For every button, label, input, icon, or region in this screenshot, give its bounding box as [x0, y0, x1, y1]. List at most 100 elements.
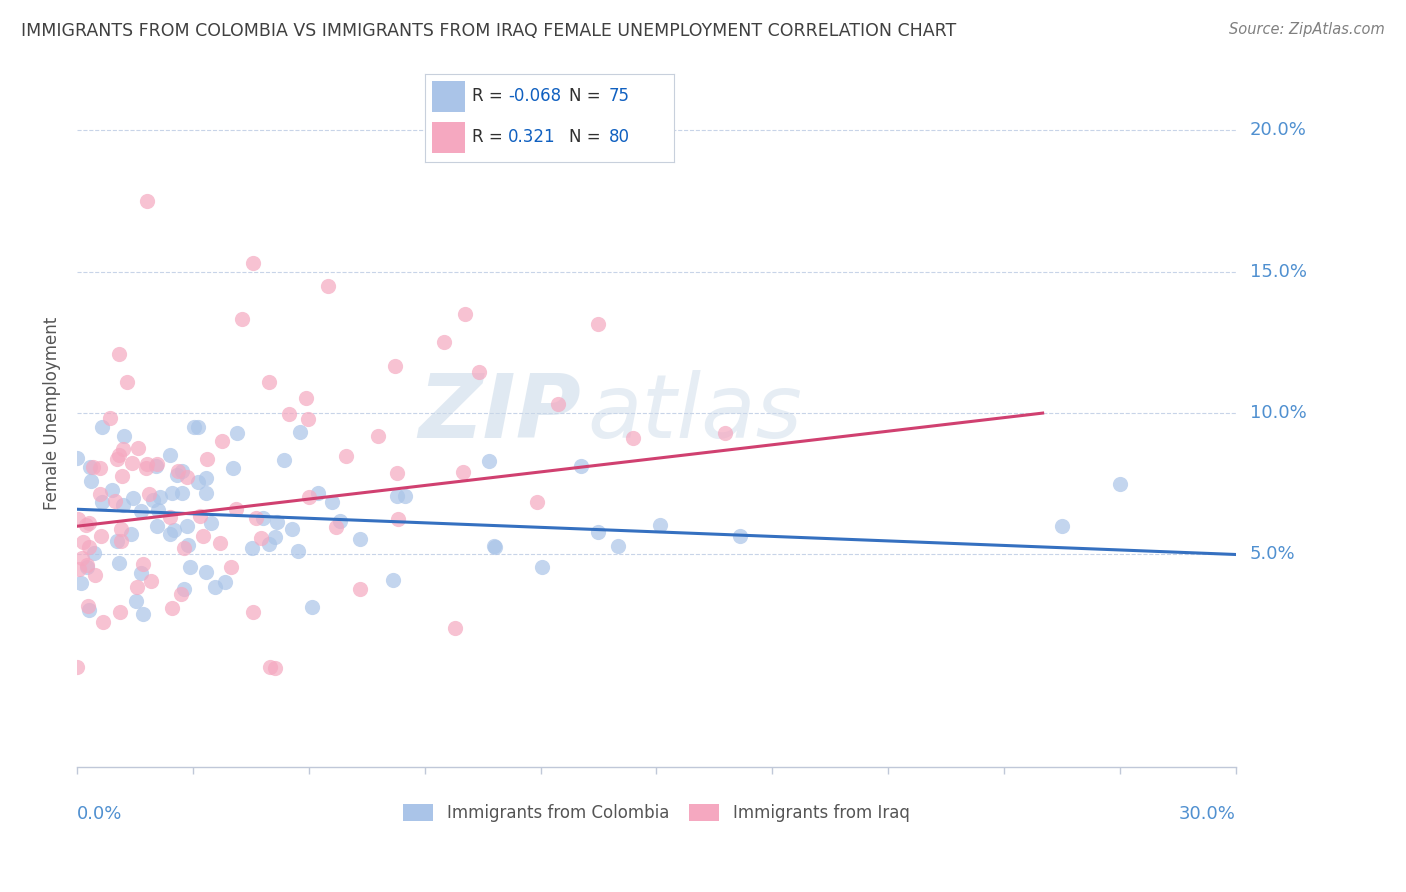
Point: [335, 449, 357, 463]
Point: [484, 541, 506, 555]
Point: [222, 461, 245, 475]
Point: [120, 527, 142, 541]
Point: [104, 493, 127, 508]
Point: [297, 412, 319, 426]
Point: [77, 516, 100, 530]
Point: [112, 429, 135, 443]
Point: [298, 490, 321, 504]
Point: [714, 425, 737, 440]
Point: [266, 515, 288, 529]
Point: [90, 495, 112, 509]
Point: [91, 615, 114, 629]
Text: ZIP: ZIP: [419, 369, 581, 457]
Y-axis label: Female Unemployment: Female Unemployment: [44, 317, 60, 509]
Point: [176, 469, 198, 483]
Point: [83, 568, 105, 582]
Point: [70, 576, 93, 591]
Point: [259, 659, 281, 673]
Point: [294, 391, 316, 405]
Point: [273, 453, 295, 467]
Text: 5.0%: 5.0%: [1250, 546, 1295, 564]
Point: [183, 420, 205, 434]
Point: [72, 534, 94, 549]
Point: [107, 556, 129, 570]
Point: [259, 376, 281, 390]
Point: [384, 359, 406, 373]
Point: [214, 574, 236, 589]
Point: [173, 582, 195, 596]
Point: [146, 503, 169, 517]
Point: [108, 448, 131, 462]
Point: [160, 601, 183, 615]
Text: 20.0%: 20.0%: [1250, 121, 1306, 139]
Point: [325, 520, 347, 534]
Text: Source: ZipAtlas.com: Source: ZipAtlas.com: [1229, 22, 1385, 37]
Point: [648, 518, 671, 533]
Point: [105, 451, 128, 466]
Point: [115, 375, 138, 389]
Point: [547, 397, 569, 411]
Point: [82, 459, 104, 474]
Point: [67, 512, 90, 526]
Point: [77, 599, 100, 613]
Point: [387, 489, 409, 503]
Point: [252, 511, 274, 525]
Point: [194, 471, 217, 485]
Point: [121, 456, 143, 470]
Text: 10.0%: 10.0%: [1250, 404, 1306, 422]
Point: [278, 407, 301, 421]
Point: [111, 442, 134, 456]
Point: [242, 606, 264, 620]
Point: [111, 468, 134, 483]
Point: [394, 489, 416, 503]
Point: [211, 434, 233, 448]
Point: [482, 540, 505, 554]
Point: [149, 490, 172, 504]
Point: [443, 621, 465, 635]
Point: [166, 468, 188, 483]
Point: [105, 533, 128, 548]
Point: [382, 573, 405, 587]
Point: [349, 532, 371, 546]
Point: [80, 475, 103, 489]
Point: [242, 256, 264, 270]
Point: [139, 574, 162, 589]
Legend: Immigrants from Colombia, Immigrants from Iraq: Immigrants from Colombia, Immigrants fro…: [404, 804, 910, 822]
Point: [135, 461, 157, 475]
Point: [67, 562, 90, 576]
Point: [588, 317, 610, 331]
Text: 0.0%: 0.0%: [77, 805, 122, 823]
Point: [159, 527, 181, 541]
Point: [1050, 519, 1073, 533]
Point: [316, 278, 339, 293]
Point: [1109, 476, 1132, 491]
Point: [225, 501, 247, 516]
Point: [586, 524, 609, 539]
Point: [66, 660, 89, 674]
Point: [195, 486, 218, 500]
Point: [621, 431, 644, 445]
Point: [162, 485, 184, 500]
Point: [301, 600, 323, 615]
Point: [188, 508, 211, 523]
Point: [111, 498, 134, 512]
Point: [191, 529, 214, 543]
Point: [138, 486, 160, 500]
Point: [195, 452, 218, 467]
Point: [90, 528, 112, 542]
Point: [76, 558, 98, 572]
Point: [66, 450, 89, 465]
Point: [200, 516, 222, 531]
Point: [70, 551, 93, 566]
Point: [387, 511, 409, 525]
Point: [245, 511, 267, 525]
Point: [125, 594, 148, 608]
Point: [263, 660, 285, 674]
Point: [76, 560, 98, 574]
Text: 30.0%: 30.0%: [1178, 805, 1236, 823]
Point: [129, 566, 152, 580]
Point: [194, 565, 217, 579]
Point: [433, 335, 456, 350]
Point: [231, 312, 253, 326]
Point: [131, 607, 153, 621]
